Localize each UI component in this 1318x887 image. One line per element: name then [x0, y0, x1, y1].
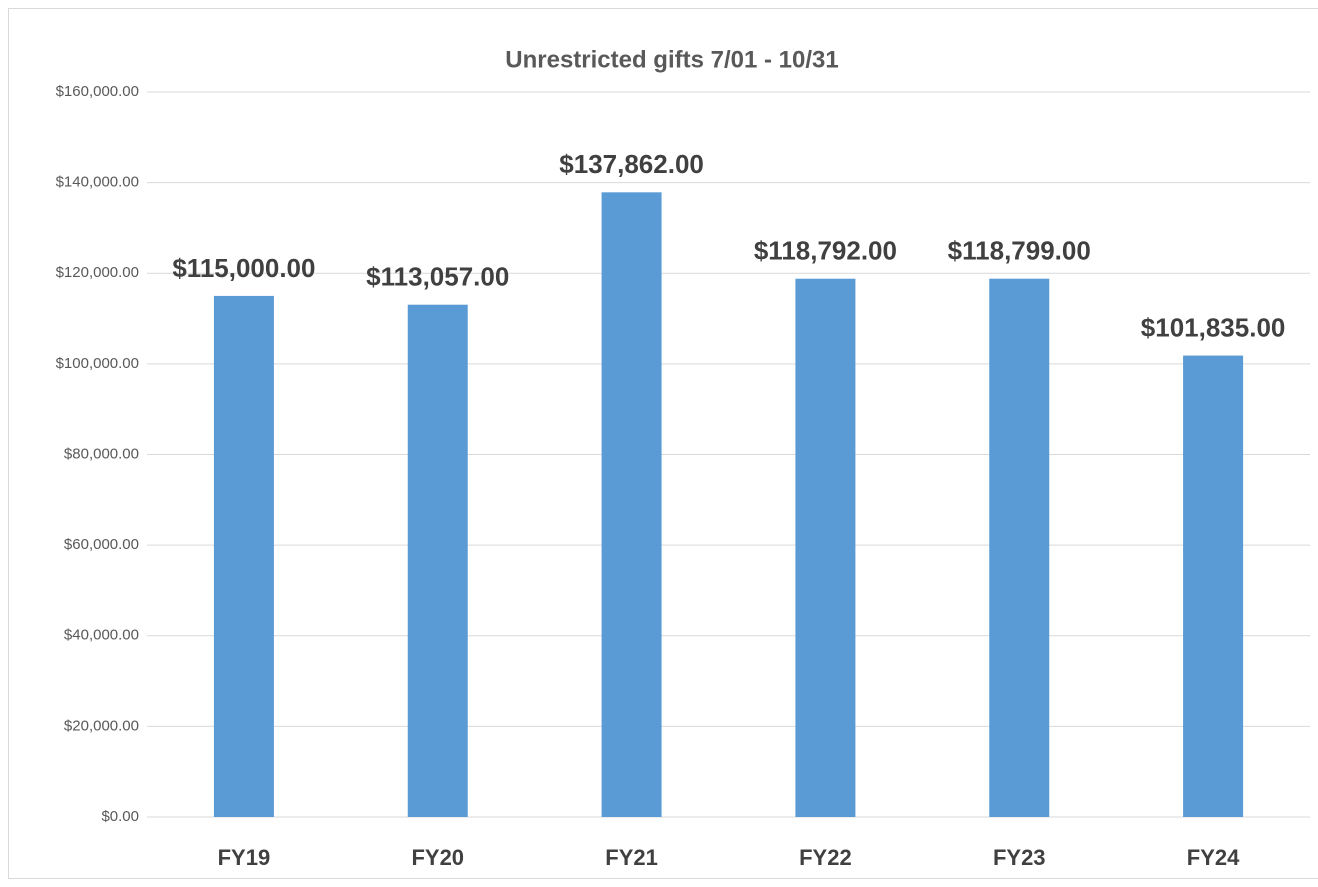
data-label: $137,862.00	[559, 149, 704, 179]
x-tick-label: FY22	[799, 845, 852, 870]
chart-title: Unrestricted gifts 7/01 - 10/31	[505, 46, 838, 73]
bar	[601, 192, 662, 817]
bar	[1183, 355, 1244, 817]
y-tick-label: $20,000.00	[64, 717, 139, 734]
y-tick-label: $60,000.00	[64, 536, 139, 553]
bar	[407, 304, 468, 818]
y-tick-label: $0.00	[101, 808, 139, 825]
x-tick-label: FY21	[605, 845, 658, 870]
x-tick-label: FY24	[1187, 845, 1240, 870]
bar	[213, 295, 274, 817]
data-label: $118,792.00	[754, 236, 897, 266]
bar	[989, 278, 1050, 817]
data-label: $101,835.00	[1141, 312, 1286, 342]
y-tick-label: $80,000.00	[64, 445, 139, 462]
x-tick-label: FY19	[218, 845, 271, 870]
x-tick-label: FY23	[993, 845, 1046, 870]
y-tick-label: $100,000.00	[56, 355, 139, 372]
data-label: $113,057.00	[366, 262, 509, 292]
data-label: $115,000.00	[172, 253, 315, 283]
y-tick-label: $140,000.00	[56, 174, 139, 191]
bar	[795, 278, 856, 817]
chart-border	[8, 8, 1318, 879]
y-tick-label: $120,000.00	[56, 264, 139, 281]
y-tick-label: $160,000.00	[56, 83, 139, 100]
data-label: $118,799.00	[948, 236, 1091, 266]
x-tick-label: FY20	[411, 845, 464, 870]
y-tick-label: $40,000.00	[64, 627, 139, 644]
